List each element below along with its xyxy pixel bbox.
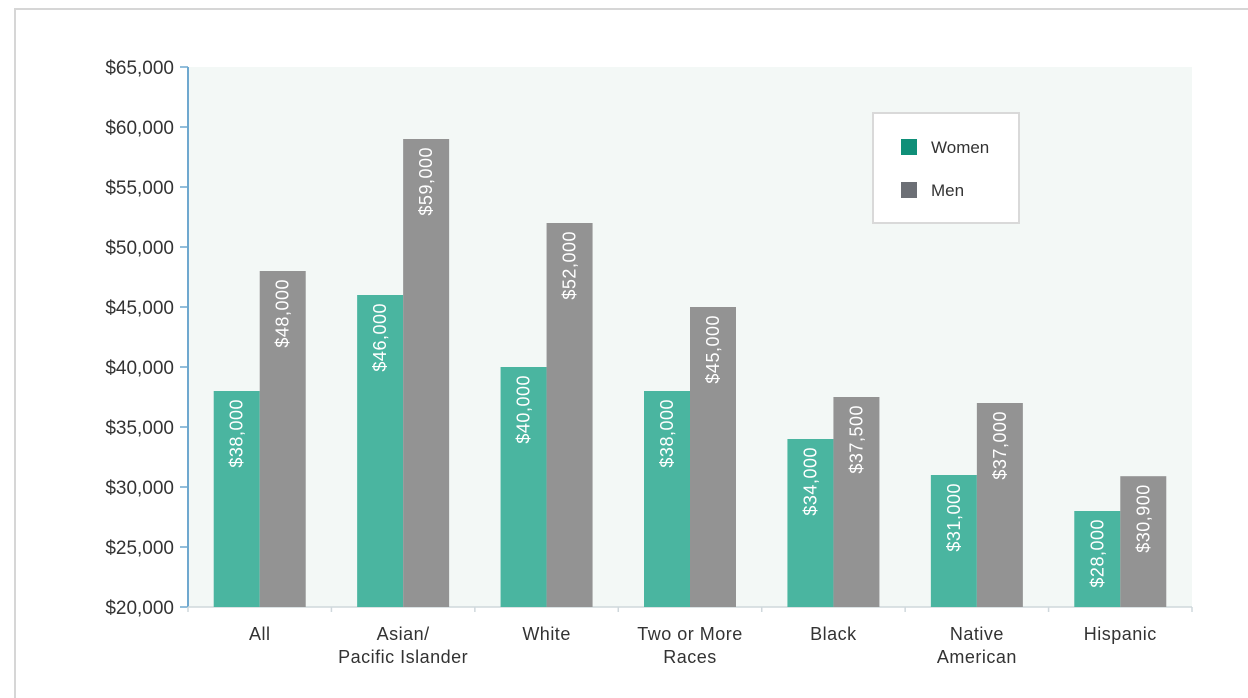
bar-value-label: $59,000 <box>416 147 436 216</box>
x-category-label: Asian/Pacific Islander <box>338 624 468 667</box>
x-category-label: Native American <box>937 624 1017 667</box>
y-tick-label: $25,000 <box>105 538 174 559</box>
bar-value-label: $37,500 <box>846 405 866 474</box>
x-category-label: Black <box>810 624 857 644</box>
bar-value-label: $48,000 <box>273 279 293 348</box>
chart-container: $20,000 $25,000 $30,000 $35,000 $40,000 $45,0… <box>14 8 1248 698</box>
y-axis: $20,000 $25,000 $30,000 $35,000 $40,000 $45,0… <box>105 58 189 619</box>
bar-value-label: $45,000 <box>703 315 723 384</box>
x-category-label-line: All <box>249 624 271 644</box>
x-category-label-line: Native <box>950 624 1004 644</box>
legend-label: Men <box>931 181 964 200</box>
men-bar <box>546 223 593 607</box>
y-tick-label: $50,000 <box>105 238 174 259</box>
x-axis: All Asian/Pacific Islander White Two or Mor… <box>187 606 1193 667</box>
men-bar <box>976 403 1023 607</box>
women-bar <box>787 439 834 607</box>
women-bar <box>500 367 547 607</box>
x-category-label-line: Races <box>663 647 717 667</box>
men-bar <box>259 271 306 607</box>
y-tick-label: $35,000 <box>105 418 174 439</box>
y-tick-label: $60,000 <box>105 118 174 139</box>
y-tick-label: $45,000 <box>105 298 174 319</box>
x-category-label: All <box>249 624 271 644</box>
bar-value-label: $40,000 <box>514 375 534 444</box>
x-category-label-line: Two or More <box>637 624 743 644</box>
women-bar <box>644 391 690 607</box>
y-tick-label: $30,000 <box>105 478 174 499</box>
bar-value-label: $52,000 <box>560 231 580 300</box>
women-bar <box>1074 511 1121 607</box>
bar-value-label: $37,000 <box>990 411 1010 480</box>
women-bar <box>930 475 977 607</box>
legend-swatch <box>901 182 917 198</box>
bar-value-label: $34,000 <box>800 447 820 516</box>
y-tick-label: $55,000 <box>105 178 174 199</box>
men-bar <box>1120 476 1167 607</box>
men-bar <box>833 397 880 607</box>
women-bar <box>213 391 260 607</box>
bar-value-label: $46,000 <box>370 303 390 372</box>
x-category-label: Two or More Races <box>637 624 743 667</box>
x-category-label-line: White <box>522 624 571 644</box>
bar-chart: $20,000 $25,000 $30,000 $35,000 $40,000 $45,0… <box>105 58 1193 667</box>
y-tick-label: $40,000 <box>105 358 174 379</box>
bar-value-label: $38,000 <box>657 399 677 468</box>
bars-group: $38,000 $48,000 $46,000 $59,000 $40,000 $52,0… <box>213 139 1167 607</box>
legend: Women Men <box>872 112 1020 224</box>
women-bar <box>357 295 404 607</box>
bar-value-label: $31,000 <box>944 483 964 552</box>
x-category-label-line: Black <box>810 624 857 644</box>
y-tick-label: $65,000 <box>105 58 174 79</box>
bar-value-label: $28,000 <box>1087 519 1107 588</box>
x-category-label-line: American <box>937 647 1017 667</box>
bar-value-label: $38,000 <box>227 399 247 468</box>
legend-box <box>872 112 1020 224</box>
bar-value-label: $30,900 <box>1133 484 1153 553</box>
x-category-label: Hispanic <box>1084 624 1157 644</box>
x-category-label: White <box>522 624 571 644</box>
men-bar <box>403 139 450 607</box>
x-category-label-line: Hispanic <box>1084 624 1157 644</box>
legend-swatch <box>901 139 917 155</box>
x-category-label-line: Asian/ <box>377 624 430 644</box>
legend-label: Women <box>931 138 989 157</box>
y-tick-label: $20,000 <box>105 598 174 619</box>
men-bar <box>690 307 736 607</box>
x-category-label-line: Pacific Islander <box>338 647 468 667</box>
